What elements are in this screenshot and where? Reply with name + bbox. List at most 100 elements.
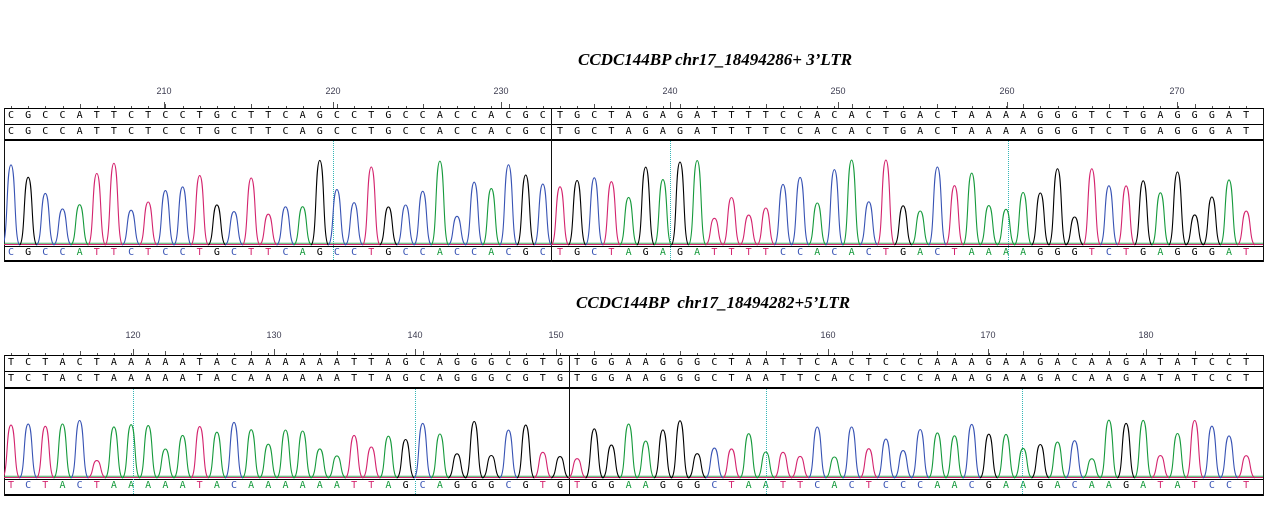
basecall-base: A — [917, 247, 924, 258]
read-base: G — [694, 373, 701, 384]
read-base: T — [93, 373, 100, 384]
read-base: G — [1037, 126, 1044, 137]
basecall-base: T — [882, 247, 889, 258]
reference-base: G — [1174, 110, 1181, 121]
read-base: T — [248, 126, 255, 137]
ruler-tick — [199, 106, 201, 108]
reference-base: A — [1225, 110, 1233, 121]
read-base: A — [951, 373, 958, 384]
read-base: C — [1071, 373, 1078, 384]
reference-base: T — [351, 357, 358, 368]
ruler-tick-label: 150 — [548, 330, 564, 340]
panel-rule — [4, 355, 1264, 356]
basecall-base: G — [213, 247, 220, 258]
reference-base: G — [900, 110, 907, 121]
read-base: C — [128, 126, 135, 137]
ruler-tick — [645, 353, 647, 355]
ruler-tick — [851, 104, 853, 108]
basecall-base: A — [299, 480, 306, 491]
ruler-tick — [1023, 351, 1025, 355]
reference-base: G — [471, 357, 478, 368]
read-base: T — [42, 373, 49, 384]
reference-base: G — [1123, 357, 1130, 368]
basecall-base: A — [436, 480, 443, 491]
reference-base: A — [110, 357, 117, 368]
ruler-tick — [1023, 104, 1025, 108]
basecall-base: A — [968, 247, 975, 258]
reference-base: C — [505, 110, 512, 121]
read-base: T — [711, 126, 718, 137]
basecall-base: C — [230, 247, 238, 258]
reference-base: T — [7, 357, 15, 368]
basecall-base: A — [1105, 480, 1112, 491]
ruler-tick — [577, 353, 579, 355]
reference-base: A — [248, 357, 255, 368]
ruler-tick — [1006, 106, 1007, 108]
read-base: A — [1054, 373, 1061, 384]
ruler-tick — [1040, 353, 1042, 355]
reference-base: T — [882, 110, 889, 121]
reference-base: A — [1002, 110, 1010, 121]
reference-base: C — [900, 357, 907, 368]
read-base: G — [900, 126, 907, 137]
panel-rule — [4, 108, 1264, 109]
basecall-base: G — [1208, 247, 1215, 258]
read-base: A — [1225, 126, 1233, 137]
ruler-tick — [903, 106, 905, 108]
read-base: C — [591, 126, 598, 137]
read-base: A — [1174, 373, 1181, 384]
basecall-base: T — [145, 247, 152, 258]
read-base: T — [556, 126, 564, 137]
basecall-base: C — [419, 480, 426, 491]
ruler-tick-major — [133, 349, 134, 355]
ruler-tick — [1177, 106, 1179, 108]
ruler-tick — [662, 106, 664, 108]
basecall-base: C — [1105, 247, 1112, 258]
reference-base: C — [230, 110, 238, 121]
reference-base: A — [968, 110, 975, 121]
basecall-base: G — [591, 480, 598, 491]
reference-base: G — [213, 110, 220, 121]
ruler-tick — [439, 353, 441, 355]
ruler-tick — [1160, 353, 1162, 355]
read-base: A — [1002, 126, 1010, 137]
basecall-base: T — [1088, 247, 1095, 258]
basecall-base: T — [368, 480, 375, 491]
ruler-tick — [234, 106, 235, 108]
read-base: T — [1123, 126, 1130, 137]
reference-base: C — [865, 110, 872, 121]
read-base: G — [25, 126, 32, 137]
basecall-base: G — [659, 480, 666, 491]
read-base: C — [7, 126, 15, 137]
read-base: C — [505, 373, 512, 384]
reference-base: C — [1225, 357, 1233, 368]
reference-base: C — [1105, 110, 1112, 121]
basecall-base: T — [728, 480, 735, 491]
read-base: G — [522, 373, 529, 384]
basecall-base: T — [368, 247, 375, 258]
panel-border — [4, 355, 5, 496]
read-base: C — [505, 126, 512, 137]
read-base: C — [797, 126, 804, 137]
reference-base: G — [659, 357, 666, 368]
ruler-tick — [1126, 106, 1128, 108]
basecall-base: T — [556, 247, 564, 258]
basecall-base: T — [1157, 480, 1164, 491]
reference-base: A — [762, 357, 769, 368]
read-base: A — [333, 373, 340, 384]
ruler-tick — [285, 106, 287, 108]
reference-base: T — [196, 357, 203, 368]
basecall-base: C — [591, 247, 598, 258]
basecall-base: T — [574, 480, 581, 491]
read-base: C — [230, 373, 238, 384]
reference-base: C — [779, 110, 787, 121]
reference-base: G — [1140, 110, 1147, 121]
read-base: G — [556, 373, 564, 384]
basecall-base: G — [385, 247, 392, 258]
reference-base: G — [591, 357, 598, 368]
basecall-base: A — [1174, 480, 1181, 491]
reference-base: A — [145, 357, 152, 368]
basecall-base: G — [1191, 247, 1198, 258]
ruler-tick — [319, 106, 321, 108]
